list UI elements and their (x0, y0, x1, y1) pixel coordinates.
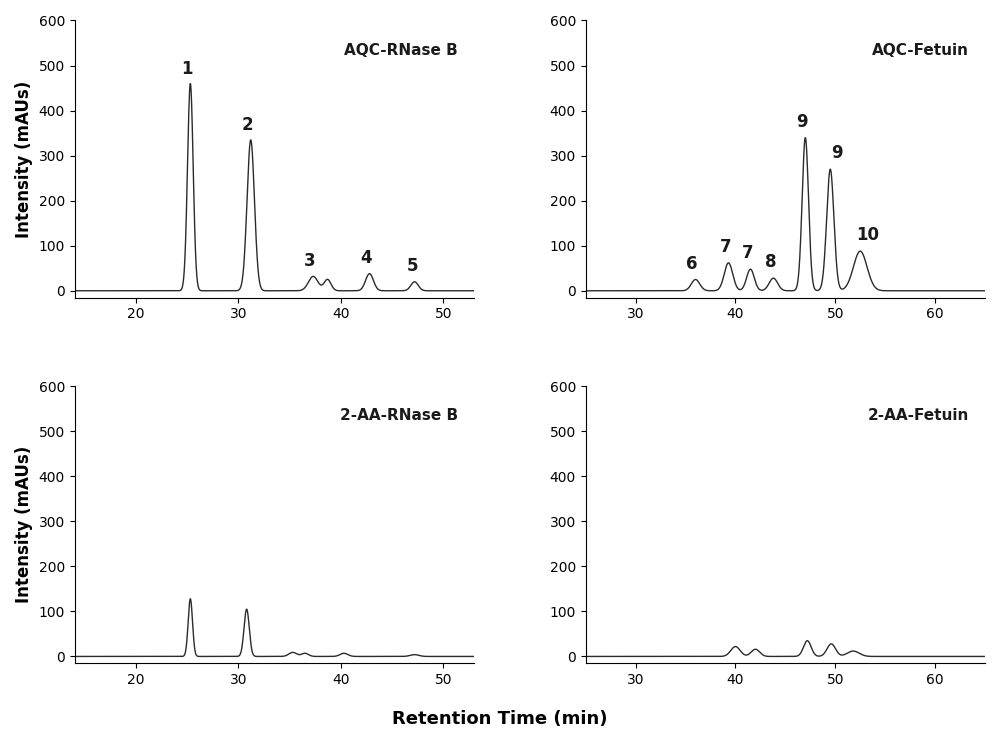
Text: 5: 5 (407, 257, 418, 275)
Text: 4: 4 (361, 249, 372, 267)
Text: AQC-RNase B: AQC-RNase B (344, 43, 458, 57)
Text: 10: 10 (856, 226, 879, 244)
Text: Retention Time (min): Retention Time (min) (392, 710, 608, 728)
Y-axis label: Intensity (mAUs): Intensity (mAUs) (15, 446, 33, 603)
Text: 7: 7 (742, 245, 753, 262)
Y-axis label: Intensity (mAUs): Intensity (mAUs) (15, 80, 33, 237)
Text: 2-AA-RNase B: 2-AA-RNase B (340, 409, 458, 423)
Text: 2-AA-Fetuin: 2-AA-Fetuin (868, 409, 969, 423)
Text: 8: 8 (765, 254, 776, 271)
Text: 2: 2 (242, 116, 253, 134)
Text: 1: 1 (182, 60, 193, 78)
Text: 9: 9 (831, 144, 843, 162)
Text: 7: 7 (720, 238, 731, 256)
Text: 9: 9 (797, 113, 808, 131)
Text: 6: 6 (686, 255, 697, 273)
Text: 3: 3 (304, 251, 316, 270)
Text: AQC-Fetuin: AQC-Fetuin (872, 43, 969, 57)
